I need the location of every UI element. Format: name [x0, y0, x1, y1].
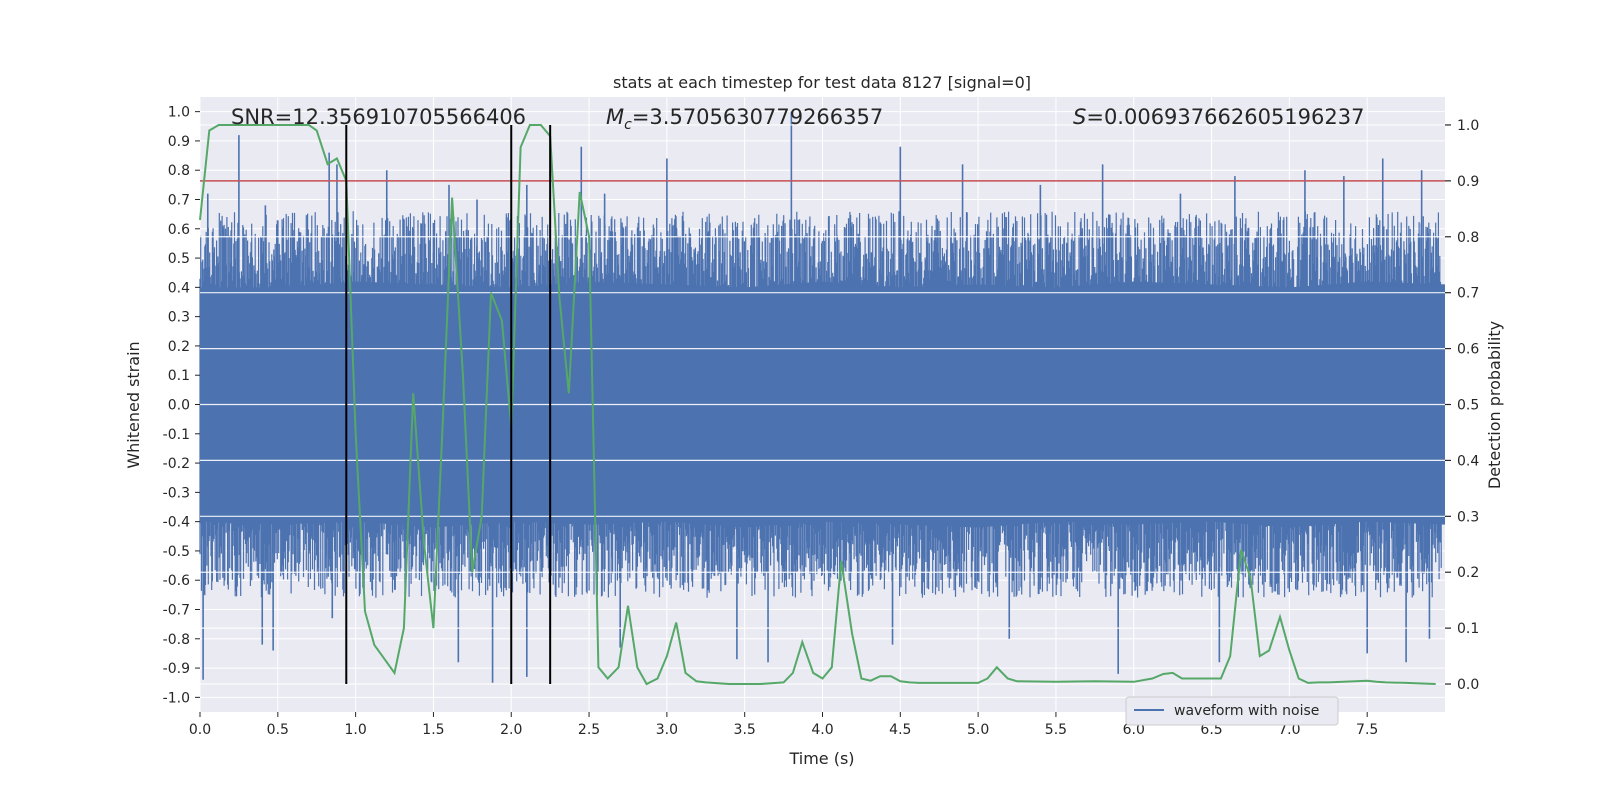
y2-tick-label: 0.2: [1457, 565, 1479, 581]
y-tick-label: 0.9: [168, 134, 190, 150]
waveform-spikes: [199, 111, 1442, 683]
y-tick-label: -0.4: [163, 515, 190, 531]
mc-symbol: M: [606, 105, 624, 129]
y-tick-label: -0.3: [163, 485, 190, 501]
snr-annotation: SNR=12.356910705566406: [231, 105, 526, 129]
x-tick-label: 1.0: [344, 722, 366, 738]
x-tick-label: 6.5: [1200, 722, 1222, 738]
y-tick-label: -0.8: [163, 632, 190, 648]
y2-tick-label: 0.0: [1457, 677, 1479, 693]
y-tick-label: 0.2: [168, 339, 190, 355]
x-tick-label: 1.5: [422, 722, 444, 738]
x-tick-label: 6.0: [1123, 722, 1145, 738]
y-tick-label: 0.3: [168, 310, 190, 326]
x-tick-label: 4.0: [811, 722, 833, 738]
s-value: =0.006937662605196237: [1086, 105, 1364, 129]
probability-series: [199, 124, 1436, 686]
x-tick-label: 7.0: [1278, 722, 1300, 738]
y-tick-label: -0.7: [163, 603, 190, 619]
y-axis-label: Whitened strain: [124, 341, 143, 468]
y-tick-label: -0.1: [163, 427, 190, 443]
y2-tick-label: 0.4: [1457, 453, 1479, 469]
x-axis-label: Time (s): [788, 749, 854, 768]
y2-tick-label: 0.8: [1457, 230, 1479, 246]
x-tick-label: 5.5: [1045, 722, 1067, 738]
y-tick-label: 1.0: [168, 105, 190, 121]
y-tick-label: 0.4: [168, 280, 190, 296]
mc-annotation: Mc=3.5705630779266357: [606, 105, 883, 133]
x-tick-label: 3.5: [734, 722, 756, 738]
y-tick-label: 0.0: [168, 398, 190, 414]
y2-tick-label: 1.0: [1457, 118, 1479, 134]
mc-subscript: c: [624, 117, 632, 133]
x-tick-label: 0.5: [267, 722, 289, 738]
y2-axis-ticks: 1.0 0.9 0.8 0.7 0.6 0.5 0.4 0.3 0.2 0.1 0.0: [1445, 118, 1479, 693]
probability-line: [199, 124, 1436, 686]
y-tick-label: -0.2: [163, 456, 190, 472]
y-tick-label: -0.9: [163, 661, 190, 677]
y-tick-label: 0.8: [168, 163, 190, 179]
s-annotation: S=0.006937662605196237: [1073, 105, 1364, 129]
legend-label: waveform with noise: [1174, 703, 1319, 719]
y-tick-label: -0.5: [163, 544, 190, 560]
y-tick-label: -0.6: [163, 573, 190, 589]
y-tick-label: -1.0: [163, 690, 190, 706]
x-tick-label: 5.0: [967, 722, 989, 738]
y2-tick-label: 0.7: [1457, 286, 1479, 302]
y2-tick-label: 0.6: [1457, 342, 1479, 358]
x-tick-label: 2.0: [500, 722, 522, 738]
x-tick-label: 2.5: [578, 722, 600, 738]
vertical-markers: [345, 124, 552, 685]
y-tick-label: 0.1: [168, 368, 190, 384]
s-symbol: S: [1073, 105, 1086, 129]
x-tick-label: 7.5: [1356, 722, 1378, 738]
chart-title: stats at each timestep for test data 812…: [613, 73, 1031, 92]
x-tick-label: 3.0: [656, 722, 678, 738]
legend-box: [1125, 696, 1339, 726]
y2-tick-label: 0.1: [1457, 621, 1479, 637]
y2-tick-label: 0.3: [1457, 509, 1479, 525]
x-tick-label: 4.5: [889, 722, 911, 738]
y-tick-label: 0.5: [168, 251, 190, 267]
mc-value: =3.5705630779266357: [632, 105, 883, 129]
waveform-noise: [199, 211, 1442, 598]
y2-axis-label: Detection probability: [1485, 321, 1504, 489]
y-axis-ticks: 1.0 0.9 0.8 0.7 0.6 0.5 0.4 0.3 0.2 0.1 0.0 -0.1 -0.…: [163, 105, 200, 706]
x-tick-label: 0.0: [189, 722, 211, 738]
y2-tick-label: 0.5: [1457, 398, 1479, 414]
y-tick-label: 0.6: [168, 222, 190, 238]
legend: waveform with noise: [1125, 696, 1339, 726]
y2-tick-label: 0.9: [1457, 174, 1479, 190]
y-tick-label: 0.7: [168, 193, 190, 209]
